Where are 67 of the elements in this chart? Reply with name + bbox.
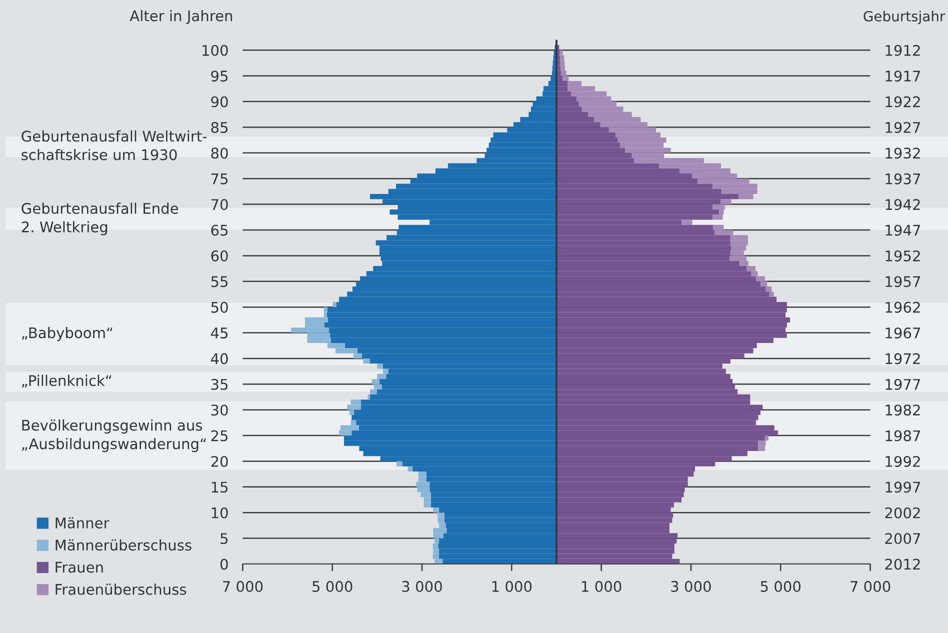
y-tick-label: 60 xyxy=(211,250,228,262)
y-tick-label: 95 xyxy=(211,70,228,82)
band-label: Geburtenausfall Ende 2. Weltkrieg xyxy=(22,202,178,236)
y2-tick-label: 1992 xyxy=(886,456,920,467)
y2-tick-label: 1962 xyxy=(886,302,920,313)
y-tick-label: 55 xyxy=(211,276,228,288)
y2-tick-label: 2002 xyxy=(885,507,920,518)
y-tick-label: 75 xyxy=(211,174,228,184)
y2-tick-label: 1972 xyxy=(886,353,920,364)
y2-tick-label: 1947 xyxy=(886,224,920,236)
y2-tick-label: 1927 xyxy=(886,122,920,133)
x-tick-label: 5 000 xyxy=(760,580,801,592)
x-tick-label: 3 000 xyxy=(671,580,711,592)
y-axis-title: Alter in Jahren xyxy=(130,10,232,24)
band-label: Geburtenausfall Weltwirt- schaftskrise um 1930 xyxy=(22,130,207,160)
y2-tick-label: 1942 xyxy=(886,199,920,210)
bar xyxy=(408,466,413,472)
y-tick-label: 20 xyxy=(211,456,228,467)
y-tick-label: 70 xyxy=(211,199,228,210)
y-tick-label: 65 xyxy=(211,224,228,236)
bar xyxy=(332,302,336,308)
y-tick-label: 50 xyxy=(211,302,228,313)
y2-tick-label: 1987 xyxy=(886,430,920,442)
bar xyxy=(682,220,692,225)
y-tick-label: 25 xyxy=(211,430,228,442)
y2-tick-label: 1967 xyxy=(886,327,920,339)
bar xyxy=(396,461,402,466)
x-tick-label: 1 000 xyxy=(582,580,622,592)
y2-axis-title: Geburtsjahr xyxy=(864,10,946,24)
y-tick-label: 100 xyxy=(202,44,228,56)
y-tick-label: 85 xyxy=(211,122,228,133)
x-tick-label: 5 000 xyxy=(312,580,352,592)
legend-label: Männer xyxy=(56,517,110,528)
x-tick-label: 7 000 xyxy=(223,580,263,592)
y2-tick-label: 1922 xyxy=(886,96,920,108)
y2-tick-label: 1952 xyxy=(886,250,920,262)
y-tick-label: 0 xyxy=(220,558,228,570)
y-tick-label: 35 xyxy=(211,378,228,390)
legend-label: Frauenüberschuss xyxy=(56,584,186,595)
y-tick-label: 80 xyxy=(211,148,228,159)
x-tick-label: 7 000 xyxy=(850,580,890,592)
y-tick-label: 45 xyxy=(210,328,228,339)
y2-tick-label: 1997 xyxy=(886,482,920,493)
y-tick-label: 5 xyxy=(220,533,228,544)
y2-tick-label: 1912 xyxy=(886,44,920,56)
y-tick-label: 30 xyxy=(211,404,228,416)
x-tick-label: 1 000 xyxy=(492,580,532,592)
band-label: Bevölkerungsgewinn aus „Ausbildungswanderung“ xyxy=(22,419,206,452)
y2-tick-label: 1932 xyxy=(886,148,920,159)
y2-tick-label: 1957 xyxy=(886,276,920,288)
y2-tick-label: 2012 xyxy=(885,558,920,570)
y-tick-label: 15 xyxy=(212,482,228,493)
y2-tick-label: 1982 xyxy=(886,404,920,416)
y2-tick-label: 2007 xyxy=(885,533,920,544)
legend-label: Männerüberschuss xyxy=(56,539,192,551)
band-label: „Pillenknick“ xyxy=(22,374,112,388)
y-tick-label: 10 xyxy=(212,507,228,518)
y2-tick-label: 1977 xyxy=(886,378,920,390)
y-tick-label: 90 xyxy=(211,96,228,108)
bar xyxy=(377,364,383,369)
y2-tick-label: 1917 xyxy=(886,70,920,82)
bar xyxy=(363,358,370,364)
band-label: „Babyboom“ xyxy=(22,327,112,342)
y-tick-label: 40 xyxy=(210,353,228,364)
legend-label: Frauen xyxy=(56,562,103,573)
x-tick-label: 3 000 xyxy=(402,580,442,592)
y2-tick-label: 1937 xyxy=(886,173,920,184)
